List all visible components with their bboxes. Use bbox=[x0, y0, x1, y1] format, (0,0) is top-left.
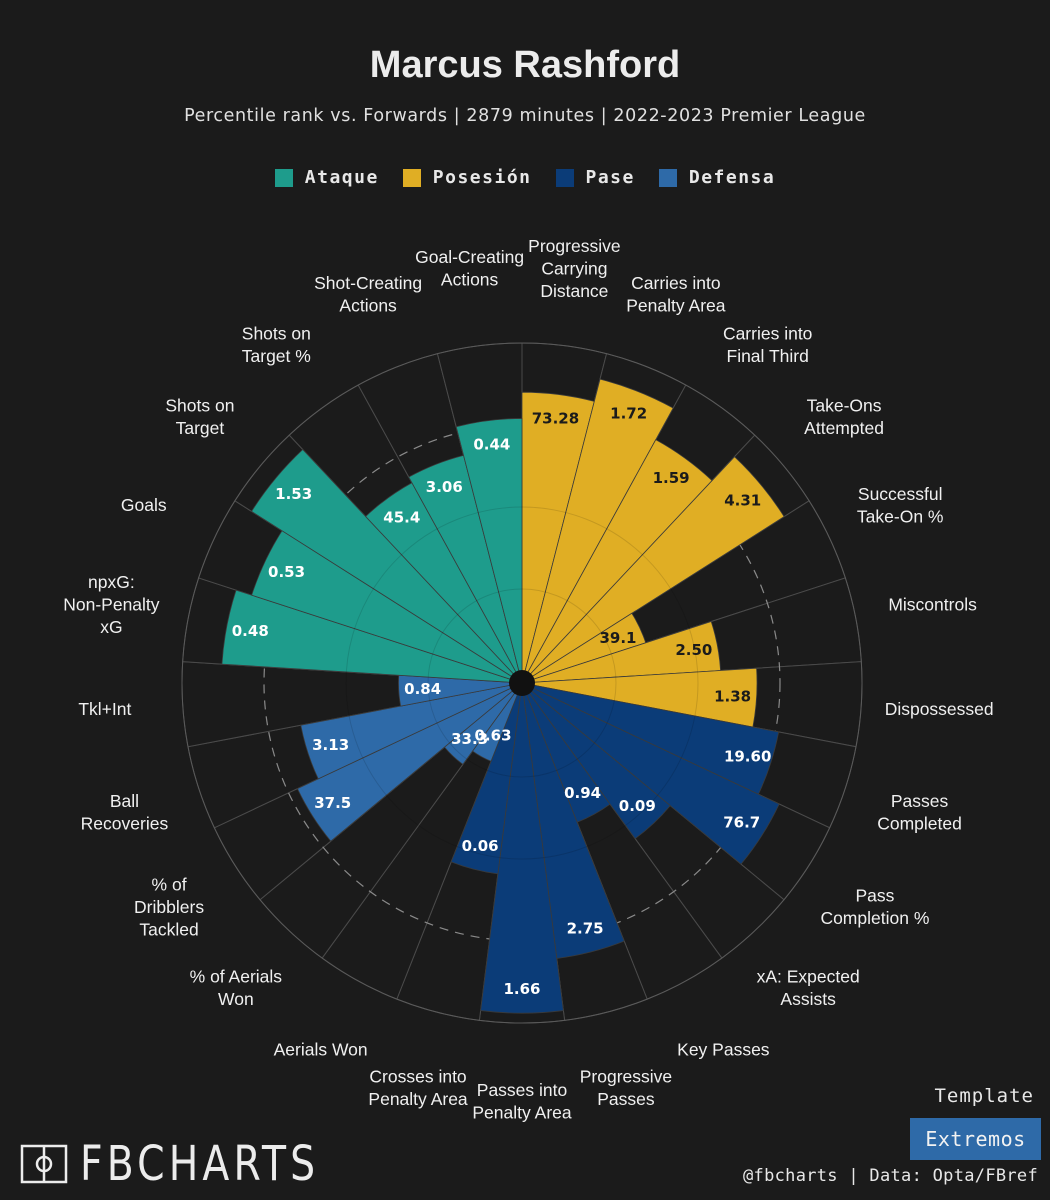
category-label: % of Dribblers Tackled bbox=[134, 874, 204, 939]
category-label: Carries into Penalty Area bbox=[626, 273, 725, 316]
legend-swatch-ataque bbox=[274, 168, 293, 187]
value-label: 33.3 bbox=[451, 730, 488, 748]
value-label: 73.28 bbox=[532, 409, 579, 427]
center-hub bbox=[509, 670, 535, 696]
value-label: 3.06 bbox=[426, 478, 463, 496]
value-label: 37.5 bbox=[314, 794, 351, 812]
category-label: Pass Completion % bbox=[820, 886, 929, 929]
brand-name: FBCHARTS bbox=[80, 1136, 320, 1192]
value-label: 19.60 bbox=[724, 747, 771, 765]
legend-item-defensa: Defensa bbox=[658, 167, 776, 188]
value-label: 0.06 bbox=[462, 837, 499, 855]
category-label: Progressive Carrying Distance bbox=[528, 236, 620, 301]
legend-swatch-defensa bbox=[658, 168, 677, 187]
legend-item-pase: Pase bbox=[555, 167, 635, 188]
value-label: 1.59 bbox=[653, 469, 690, 487]
value-label: 0.84 bbox=[404, 680, 441, 698]
value-label: 0.63 bbox=[475, 727, 512, 745]
category-label: Take-Ons Attempted bbox=[804, 395, 884, 438]
category-label: Tkl+Int bbox=[78, 699, 131, 719]
value-label: 0.44 bbox=[473, 435, 510, 453]
legend-item-ataque: Ataque bbox=[274, 167, 379, 188]
value-label: 1.66 bbox=[503, 980, 540, 998]
outer-ring bbox=[181, 342, 863, 1024]
value-label: 1.53 bbox=[275, 485, 312, 503]
legend: Ataque Posesión Pase Defensa bbox=[0, 167, 1050, 188]
legend-label-ataque: Ataque bbox=[304, 167, 379, 188]
data-credit: @fbcharts | Data: Opta/FBref bbox=[743, 1166, 1038, 1186]
value-label: 2.50 bbox=[675, 641, 712, 659]
category-label: Passes Completed bbox=[877, 791, 962, 834]
value-label: 2.75 bbox=[567, 920, 604, 938]
legend-label-defensa: Defensa bbox=[688, 167, 776, 188]
category-label: Aerials Won bbox=[274, 1039, 368, 1059]
category-label: Goal-Creating Actions bbox=[415, 247, 524, 290]
value-label: 76.7 bbox=[723, 813, 760, 831]
legend-item-posesion: Posesión bbox=[402, 167, 532, 188]
template-label: Template bbox=[934, 1085, 1034, 1107]
category-label: Progressive Passes bbox=[580, 1067, 672, 1110]
value-label: 45.4 bbox=[383, 509, 420, 527]
category-label: Goals bbox=[121, 495, 167, 515]
category-label: Crosses into Penalty Area bbox=[368, 1067, 467, 1110]
category-label: Carries into Final Third bbox=[723, 324, 812, 367]
value-label: 1.38 bbox=[714, 687, 751, 705]
category-label: Key Passes bbox=[677, 1039, 770, 1059]
category-label: Shots on Target bbox=[165, 395, 234, 438]
value-label: 39.1 bbox=[599, 629, 636, 647]
value-label: 3.13 bbox=[312, 736, 349, 754]
pitch-icon bbox=[20, 1144, 68, 1184]
fbcharts-logo: FBCHARTS bbox=[20, 1136, 372, 1192]
value-label: 4.31 bbox=[724, 491, 761, 509]
value-label: 1.72 bbox=[610, 405, 647, 423]
chart-title: Marcus Rashford bbox=[369, 44, 681, 86]
category-label: Successful Take-On % bbox=[857, 484, 944, 526]
category-label: Passes into Penalty Area bbox=[472, 1080, 571, 1123]
value-label: 0.48 bbox=[232, 622, 269, 640]
template-badge: Extremos bbox=[910, 1118, 1041, 1160]
category-label: Ball Recoveries bbox=[81, 791, 169, 834]
category-label: % of Aerials Won bbox=[190, 966, 283, 1009]
legend-label-pase: Pase bbox=[585, 167, 635, 188]
grid-ring bbox=[427, 588, 617, 778]
chart-subtitle: Percentile rank vs. Forwards | 2879 minu… bbox=[184, 106, 866, 126]
category-label: npxG: Non-Penalty xG bbox=[63, 572, 160, 637]
value-label: 0.53 bbox=[268, 563, 305, 581]
category-label: Shots on Target % bbox=[242, 324, 311, 367]
category-label: Shot-Creating Actions bbox=[314, 273, 422, 316]
category-label: xA: Expected Assists bbox=[757, 966, 860, 1009]
grid-ring bbox=[345, 506, 699, 860]
legend-label-posesion: Posesión bbox=[432, 167, 532, 188]
category-label: Dispossessed bbox=[885, 699, 994, 719]
value-label: 0.09 bbox=[619, 797, 656, 815]
value-label: 0.94 bbox=[564, 784, 601, 802]
category-label: Miscontrols bbox=[888, 595, 977, 615]
legend-swatch-posesion bbox=[402, 168, 421, 187]
legend-swatch-pase bbox=[555, 168, 574, 187]
